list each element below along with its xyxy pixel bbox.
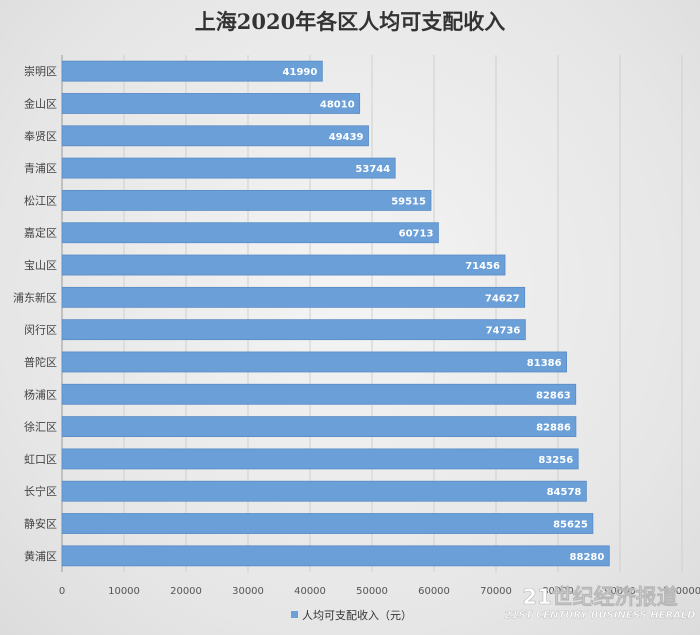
- bar-value-label: 41990: [283, 67, 318, 78]
- watermark: 21世纪经济报道 21ST CENTURY BUSINESS HERALD: [504, 585, 696, 622]
- category-label: 闵行区: [24, 323, 57, 337]
- category-label: 崇明区: [24, 65, 57, 78]
- category-label: 黄浦区: [24, 549, 57, 563]
- bar-value-label: 60713: [399, 229, 434, 240]
- bar-value-label: 49439: [329, 132, 364, 143]
- watermark-subtext: 21ST CENTURY BUSINESS HERALD: [504, 610, 695, 621]
- bar: [61, 513, 594, 534]
- bar-value-label: 53744: [355, 164, 390, 175]
- x-tick-label: 0: [59, 586, 65, 597]
- x-tick-label: 80000: [542, 586, 574, 597]
- bar: [61, 383, 577, 405]
- category-label: 嘉定区: [24, 226, 57, 240]
- x-tick-labels: 0 10000 20000 30000 40000 50000 60000 70000 8000…: [59, 586, 700, 597]
- bar-value-label: 71456: [465, 261, 500, 272]
- bar: [61, 416, 577, 438]
- category-label: 虹口区: [24, 453, 57, 466]
- bars: 41990 48010 49439 53744 59515 60713 71456 74627…: [61, 60, 610, 567]
- category-label: 浦东新区: [13, 290, 57, 304]
- category-label: 静安区: [24, 517, 57, 531]
- bar: [61, 545, 610, 567]
- x-tick-label: 100000: [663, 586, 700, 597]
- chart-title: 上海2020年各区人均可支配收入: [195, 9, 505, 34]
- bar: [61, 189, 432, 211]
- category-label: 长宁区: [24, 484, 57, 498]
- category-label: 松江区: [24, 193, 57, 207]
- bar: [61, 351, 567, 373]
- category-label: 徐汇区: [24, 420, 57, 434]
- bar: [61, 480, 587, 502]
- x-tick-label: 40000: [294, 586, 326, 597]
- bar: [61, 222, 439, 244]
- watermark-text: 21世纪经济报道: [522, 585, 677, 609]
- bar-value-label: 82863: [536, 390, 571, 401]
- category-label: 普陀区: [24, 355, 57, 369]
- bar-value-label: 81386: [527, 358, 562, 369]
- x-tick-label: 70000: [480, 586, 512, 597]
- category-label: 奉贤区: [24, 129, 57, 143]
- x-tick-label: 50000: [356, 586, 388, 597]
- legend: 人均可支配收入（元）: [291, 608, 412, 622]
- bar: [61, 60, 323, 82]
- bar-value-label: 48010: [320, 99, 355, 110]
- legend-label: 人均可支配收入（元）: [302, 608, 412, 622]
- category-label: 杨浦区: [24, 387, 57, 401]
- x-tick-label: 10000: [108, 586, 140, 597]
- bar-value-label: 74627: [485, 293, 520, 304]
- bar: [61, 254, 506, 276]
- bar: [61, 319, 526, 341]
- bar: [61, 125, 369, 147]
- bar-value-label: 59515: [391, 196, 426, 207]
- category-label: 宝山区: [24, 258, 57, 272]
- category-label: 金山区: [24, 96, 57, 110]
- bar-value-label: 74736: [486, 326, 521, 337]
- x-tick-label: 60000: [418, 586, 450, 597]
- bar: [61, 157, 396, 179]
- x-tick-label: 30000: [232, 586, 264, 597]
- bar: [61, 448, 579, 470]
- x-tick-label: 20000: [170, 586, 202, 597]
- category-labels: 崇明区金山区奉贤区青浦区松江区嘉定区宝山区浦东新区闵行区普陀区杨浦区徐汇区虹口区…: [13, 65, 57, 563]
- bar-value-label: 85625: [553, 520, 588, 531]
- bar: [61, 286, 526, 308]
- bar-value-label: 82886: [536, 423, 571, 434]
- bar: [61, 93, 361, 114]
- x-tick-label: 90000: [604, 586, 636, 597]
- legend-swatch: [291, 611, 298, 618]
- bar-value-label: 84578: [547, 487, 582, 498]
- category-label: 青浦区: [24, 162, 57, 175]
- bar-value-label: 83256: [538, 455, 573, 466]
- bar-value-label: 88280: [570, 552, 605, 563]
